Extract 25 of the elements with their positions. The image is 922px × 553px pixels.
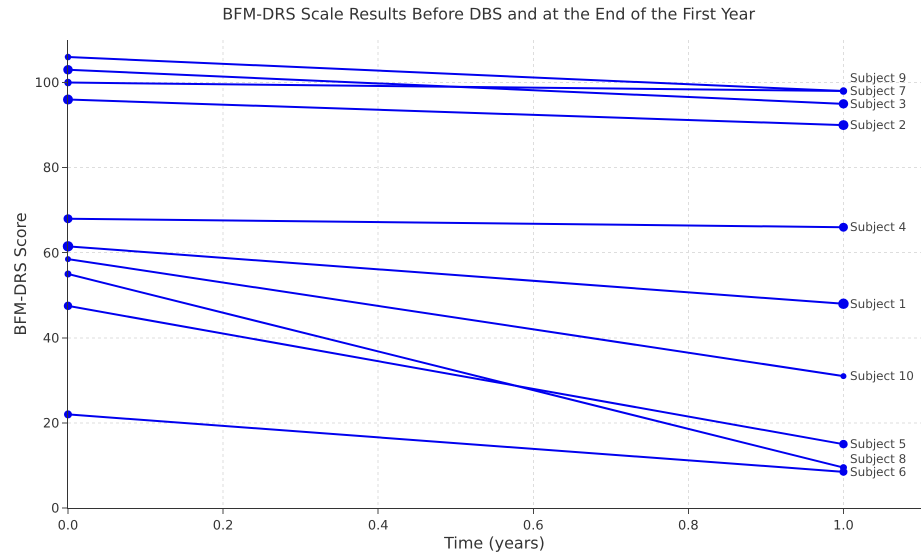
x-tick-label: 0.0 (58, 518, 78, 534)
y-tick-label: 0 (51, 502, 60, 517)
x-tick-label: 0.8 (678, 518, 699, 534)
y-tick-label: 20 (42, 416, 60, 432)
series-label: Subject 7 (850, 84, 906, 98)
chart-title: BFM-DRS Scale Results Before DBS and at the End of the First Year (222, 4, 756, 24)
series-label: Subject 2 (850, 118, 906, 132)
series-label: Subject 8 (850, 452, 906, 466)
y-tick-label: 100 (34, 76, 60, 92)
series-label: Subject 9 (850, 71, 906, 85)
x-tick-label: 0.2 (212, 518, 234, 534)
series-label: Subject 5 (850, 437, 906, 451)
series-label: Subject 10 (850, 369, 914, 383)
x-tick-label: 1.0 (833, 518, 854, 534)
x-axis-title: Time (years) (443, 534, 545, 553)
y-axis-title: BFM-DRS Score (11, 212, 30, 336)
series-label: Subject 3 (850, 97, 906, 111)
y-tick-label: 40 (42, 331, 60, 346)
series-label: Subject 1 (850, 297, 906, 311)
series-label: Subject 4 (850, 220, 906, 234)
y-tick-label: 60 (42, 246, 60, 262)
series-label: Subject 6 (850, 465, 906, 479)
x-tick-label: 0.4 (368, 518, 389, 534)
y-tick-label: 80 (42, 161, 60, 176)
x-tick-label: 0.6 (522, 518, 544, 534)
